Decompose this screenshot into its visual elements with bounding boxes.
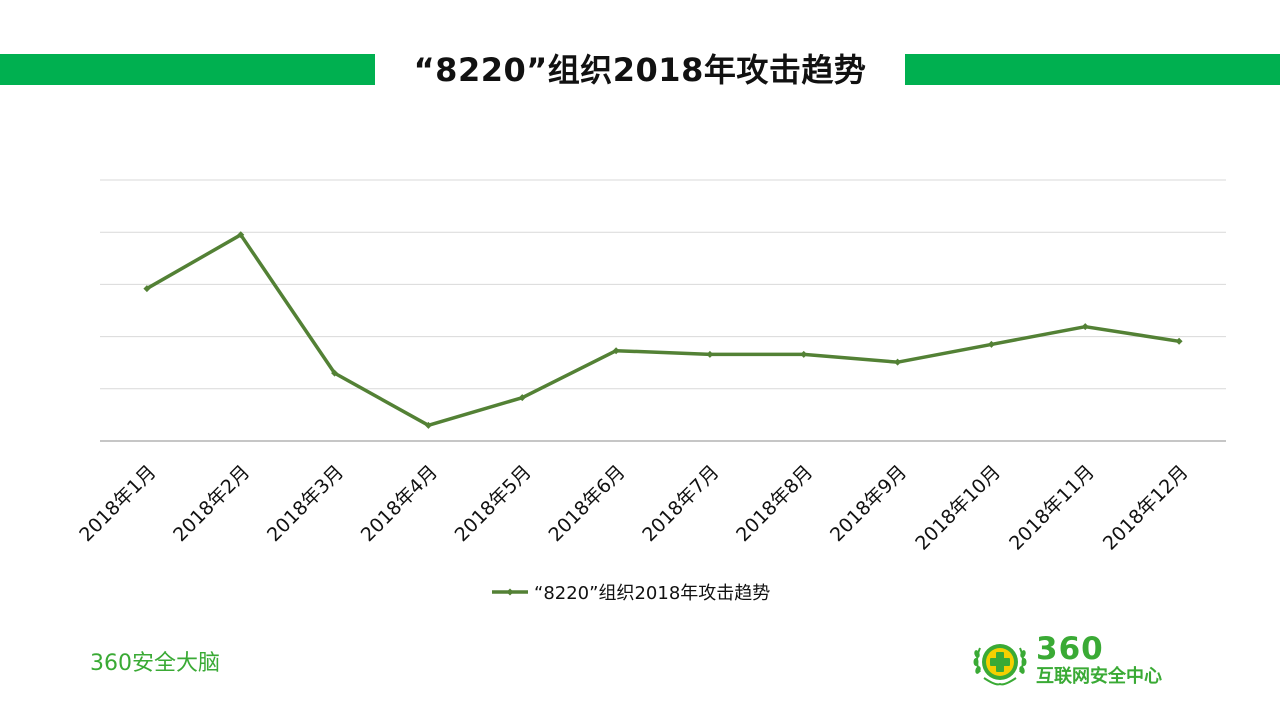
x-tick-label: 2018年4月 xyxy=(357,461,442,546)
x-tick-label: 2018年3月 xyxy=(263,461,348,546)
x-tick-label: 2018年2月 xyxy=(169,461,254,546)
x-tick-label: 2018年1月 xyxy=(75,461,160,546)
legend-label: “8220”组织2018年攻击趋势 xyxy=(534,583,770,604)
x-tick-label: 2018年5月 xyxy=(451,461,536,546)
data-point xyxy=(237,231,245,239)
slide-title: “8220”组织2018年攻击趋势 xyxy=(413,51,867,89)
x-tick-label: 2018年9月 xyxy=(826,461,911,546)
chart-gridlines xyxy=(100,179,1226,390)
title-bar-right xyxy=(905,54,1280,85)
chart-legend: “8220”组织2018年攻击趋势 xyxy=(492,583,770,604)
footer-brand-text: 360安全大脑 xyxy=(90,651,220,676)
legend-swatch-marker xyxy=(506,588,514,596)
x-tick-label: 2018年8月 xyxy=(732,461,817,546)
data-point xyxy=(518,394,526,402)
data-point xyxy=(894,358,902,366)
data-point xyxy=(1175,337,1183,345)
x-tick-label: 2018年10月 xyxy=(911,461,1005,555)
data-point xyxy=(612,347,620,355)
data-point xyxy=(987,340,995,348)
chart-series-layer xyxy=(143,231,1183,429)
chart-x-tick-labels: 2018年1月 2018年2月 2018年3月 2018年4月 2018年5月 2018年… xyxy=(75,461,1192,555)
company-logo: 360 互联网安全中心 xyxy=(970,632,1210,692)
x-tick-label: 2018年6月 xyxy=(544,461,629,546)
data-point xyxy=(143,285,151,293)
data-point xyxy=(1081,323,1089,331)
logo-name: 互联网安全中心 xyxy=(1036,666,1162,687)
series-line xyxy=(145,233,1181,428)
data-point xyxy=(331,369,339,377)
data-point xyxy=(706,350,714,358)
laurel-emblem-icon xyxy=(973,644,1027,686)
data-point xyxy=(800,350,808,358)
title-bar-left xyxy=(0,54,375,85)
x-tick-label: 2018年7月 xyxy=(638,461,723,546)
logo-number: 360 xyxy=(1036,631,1104,667)
data-point xyxy=(424,421,432,429)
x-tick-label: 2018年11月 xyxy=(1005,461,1099,555)
x-tick-label: 2018年12月 xyxy=(1099,461,1193,555)
